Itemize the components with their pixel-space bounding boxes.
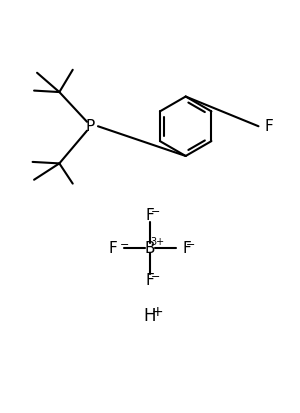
Text: 3+: 3+ xyxy=(150,237,164,247)
Text: −: − xyxy=(151,272,160,282)
Text: P: P xyxy=(86,119,95,134)
Text: B: B xyxy=(145,241,155,256)
Text: −: − xyxy=(186,240,196,249)
Text: F: F xyxy=(146,208,154,223)
Text: −: − xyxy=(151,207,160,217)
Text: +: + xyxy=(151,305,163,319)
Text: F: F xyxy=(264,119,273,134)
Text: F: F xyxy=(109,241,117,256)
Text: −: − xyxy=(120,240,129,249)
Text: H: H xyxy=(144,307,156,325)
Text: F: F xyxy=(146,273,154,288)
Text: F: F xyxy=(183,241,191,256)
